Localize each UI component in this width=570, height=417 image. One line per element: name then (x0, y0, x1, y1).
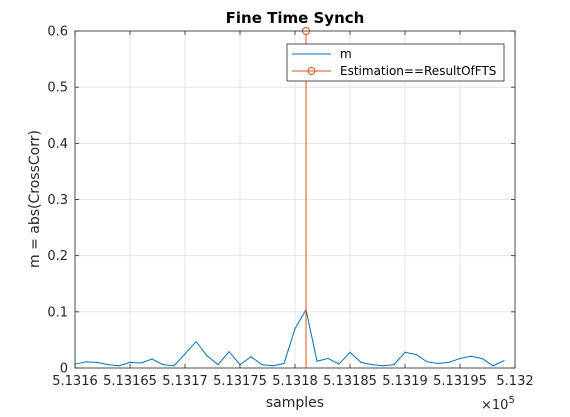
data-point-m (470, 356, 471, 357)
y-tick-label: 0.5 (47, 81, 68, 96)
data-point-m (459, 358, 460, 359)
x-tick-label: 5.132 (496, 374, 533, 389)
data-point-m (481, 358, 482, 359)
data-point-m (404, 352, 405, 353)
data-point-m (184, 353, 185, 354)
data-point-m (96, 362, 97, 363)
data-point-m (272, 365, 273, 366)
legend: m Estimation==ResultOfFTS (287, 44, 504, 81)
data-point-m (250, 356, 251, 357)
data-point-m (338, 363, 339, 364)
legend-label-m: m (340, 47, 352, 61)
y-tick-label: 0.6 (47, 25, 68, 40)
y-tick-label: 0.2 (47, 249, 68, 264)
chart-title: Fine Time Synch (226, 9, 365, 27)
y-tick-label: 0 (60, 362, 68, 377)
data-point-m (85, 361, 86, 362)
data-point-m (283, 363, 284, 364)
x-tick-label: 5.1319 (382, 374, 428, 389)
data-point-m (162, 364, 163, 365)
data-point-m (360, 362, 361, 363)
x-exponent-power: 5 (508, 395, 514, 406)
data-point-m (327, 358, 328, 359)
data-point-m (118, 365, 119, 366)
x-exponent-base: ×10 (481, 398, 508, 413)
data-point-m (448, 362, 449, 363)
x-axis-label: samples (266, 395, 324, 411)
data-point-m (393, 364, 394, 365)
x-tick-label: 5.13165 (103, 374, 157, 389)
y-tick-label: 0.3 (47, 193, 68, 208)
data-point-m (206, 355, 207, 356)
data-point-m (294, 328, 295, 329)
data-point-m (140, 362, 141, 363)
x-exponent-label: ×105 (481, 395, 515, 413)
data-point-m (382, 365, 383, 366)
y-tick-label: 0.1 (47, 305, 68, 320)
data-point-m (437, 363, 438, 364)
data-point-m (217, 364, 218, 365)
data-point-m (492, 365, 493, 366)
x-tick-label: 5.13175 (213, 374, 267, 389)
x-tick-label: 5.1318 (272, 374, 318, 389)
data-point-m (107, 364, 108, 365)
data-point-m (151, 358, 152, 359)
x-tick-label: 5.13185 (323, 374, 377, 389)
data-point-m (426, 361, 427, 362)
y-axis-label: m = abs(CrossCorr) (27, 130, 43, 268)
data-point-m (415, 354, 416, 355)
data-point-m (228, 351, 229, 352)
data-point-m (173, 365, 174, 366)
y-tick-label: 0.4 (47, 137, 68, 152)
x-tick-label: 5.13195 (433, 374, 487, 389)
data-point-m (316, 361, 317, 362)
legend-label-estimation: Estimation==ResultOfFTS (340, 64, 496, 78)
x-tick-label: 5.1317 (162, 374, 208, 389)
data-point-m (195, 341, 196, 342)
data-point-m (503, 360, 504, 361)
data-point-m (261, 364, 262, 365)
data-point-m (129, 362, 130, 363)
data-point-m (371, 364, 372, 365)
data-point-m (349, 352, 350, 353)
